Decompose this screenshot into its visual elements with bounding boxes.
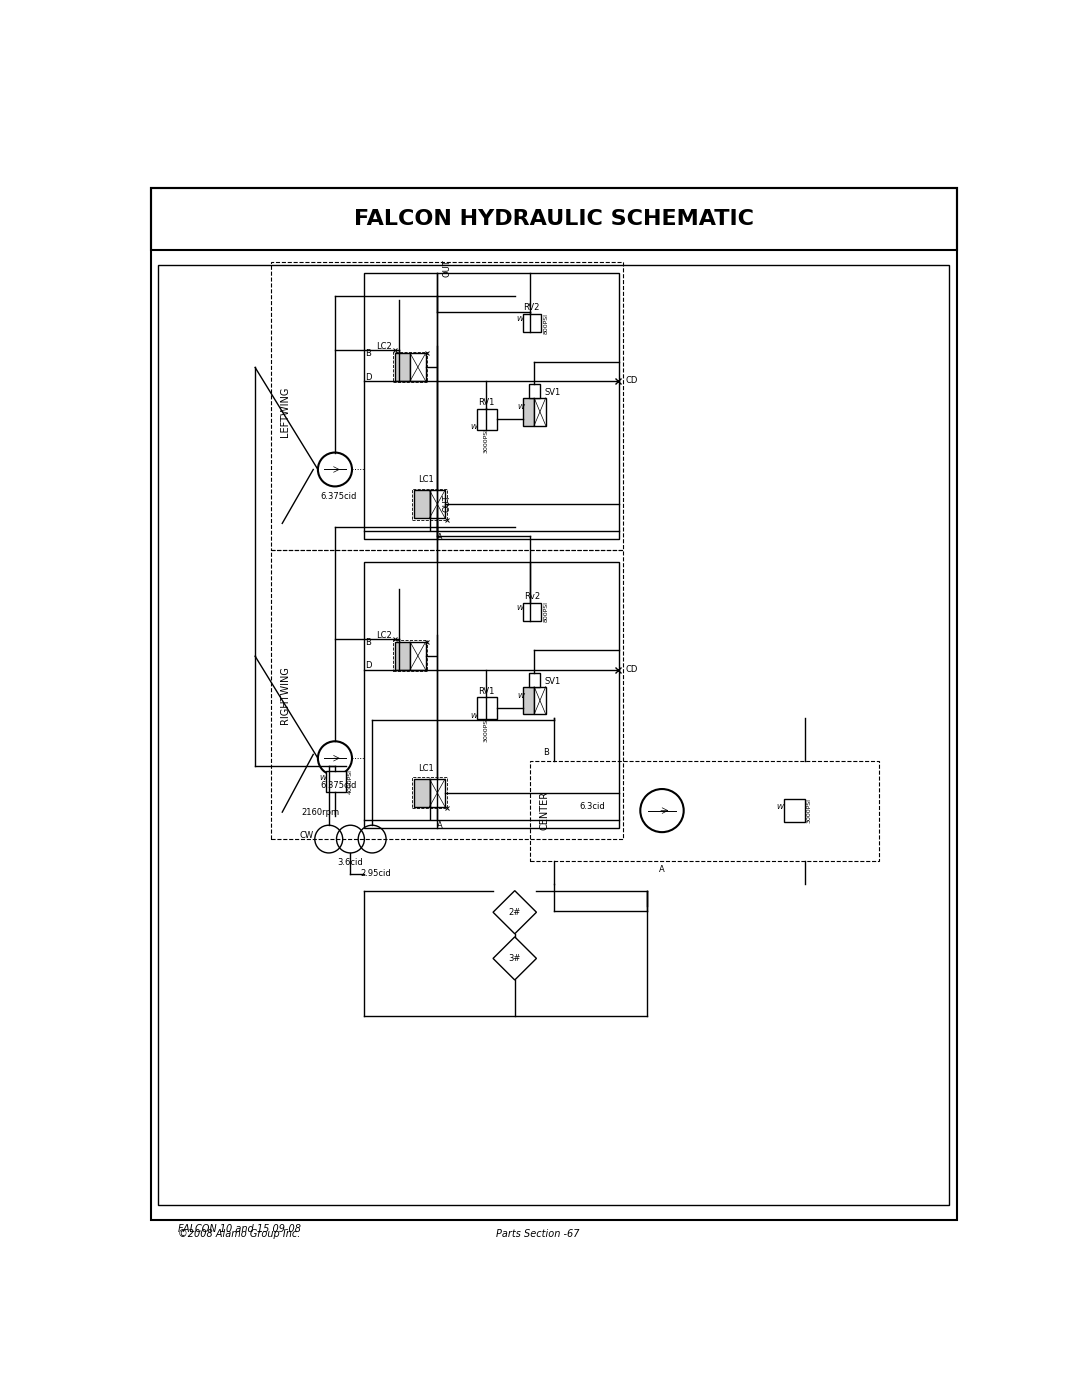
Text: OUT: OUT [443,495,451,511]
Text: CW: CW [300,831,314,840]
Bar [410,643,426,669]
Bar [410,353,426,381]
Bar [476,409,497,430]
Bar [430,490,445,518]
Text: LEFTWING: LEFTWING [280,387,289,437]
Text: 3.6cid: 3.6cid [338,858,363,866]
Text: RIGHTWING: RIGHTWING [280,666,289,724]
Text: A: A [436,532,443,542]
Text: RV1: RV1 [477,398,495,407]
Bar [413,778,446,809]
Text: 6.375cid: 6.375cid [321,492,357,502]
Text: LC2: LC2 [377,630,392,640]
Text: A: A [436,821,443,830]
Bar [523,398,535,426]
Bar [430,780,445,806]
Bar [523,602,541,622]
Bar [364,562,619,827]
Bar [784,799,806,823]
Text: B: B [365,349,372,359]
Text: W: W [319,775,326,781]
Text: W: W [470,425,477,430]
Bar [523,314,541,332]
Text: Parts Section -67: Parts Section -67 [496,1229,580,1239]
Bar [394,643,410,669]
Text: SV1: SV1 [544,676,561,686]
Text: 4000PSI: 4000PSI [348,768,353,793]
Text: B: B [365,638,372,647]
Bar [393,640,428,671]
Text: CD: CD [625,665,638,675]
Text: 800PSI: 800PSI [543,313,549,334]
Text: A: A [659,865,665,875]
Text: ©2008 Alamo Group Inc.: ©2008 Alamo Group Inc. [177,1229,300,1239]
Text: W: W [516,605,523,610]
Text: 6.375cid: 6.375cid [321,781,357,789]
Text: 3000PSI: 3000PSI [484,717,488,742]
Text: 3000PSI: 3000PSI [484,429,488,454]
Bar [393,352,428,383]
Text: D: D [365,373,372,381]
Text: CD: CD [625,376,638,386]
Text: LC2: LC2 [377,342,392,351]
Bar [271,550,623,840]
Text: W: W [470,712,477,719]
Bar [530,760,879,861]
Text: RV1: RV1 [477,687,495,696]
Text: W: W [777,803,783,810]
Bar [159,265,948,1204]
Bar [394,353,410,381]
Text: W: W [517,404,525,411]
Text: Rv2: Rv2 [524,592,540,601]
Text: D: D [365,661,372,671]
Bar [364,274,619,539]
Bar [413,489,446,520]
Text: 2.95cid: 2.95cid [361,869,391,879]
Bar [529,673,540,686]
Text: FALCON 10 and 15 09-08: FALCON 10 and 15 09-08 [177,1224,300,1235]
Text: FALCON HYDRAULIC SCHEMATIC: FALCON HYDRAULIC SCHEMATIC [353,210,754,229]
Text: 2160rpm: 2160rpm [301,807,340,817]
Text: B: B [543,749,549,757]
Text: W: W [516,316,523,323]
Text: 800PSI: 800PSI [543,602,549,623]
Bar [476,697,497,719]
Text: W: W [517,693,525,698]
Bar [414,490,430,518]
Text: SV1: SV1 [544,388,561,397]
Bar [523,686,535,714]
Text: 2#: 2# [509,908,521,916]
Bar [326,771,346,792]
Text: OUT: OUT [443,260,451,277]
Text: LC1: LC1 [418,764,433,773]
Text: CENTER: CENTER [539,791,550,830]
Text: 3000PSI: 3000PSI [807,798,812,823]
Text: RV2: RV2 [524,303,540,313]
Bar [535,398,545,426]
Bar [529,384,540,398]
Bar [414,780,430,806]
Bar [535,686,545,714]
Text: LC1: LC1 [418,475,433,483]
Text: 6.3cid: 6.3cid [579,802,605,812]
Text: 3#: 3# [509,954,521,963]
Bar [150,189,957,250]
Bar [271,261,623,550]
